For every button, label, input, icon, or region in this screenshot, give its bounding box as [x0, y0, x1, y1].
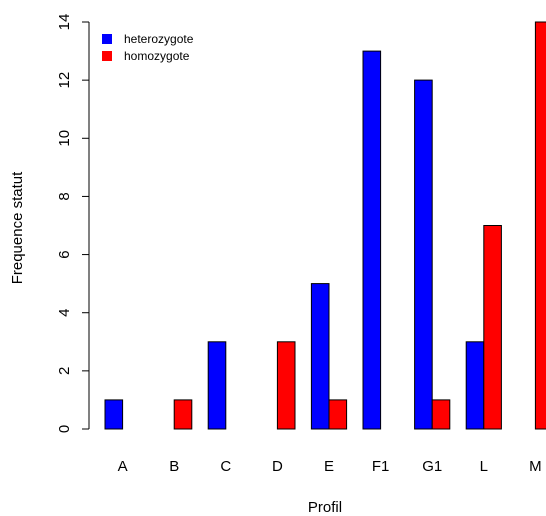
- y-tick-label: 0: [56, 425, 73, 433]
- bar-homozygote-E: [328, 399, 348, 430]
- y-tick-label: 6: [56, 250, 73, 258]
- bar-homozygote-G1: [431, 399, 451, 430]
- x-tick-label: D: [272, 458, 283, 475]
- bar-homozygote-B: [173, 399, 193, 430]
- bar-homozygote-D: [276, 341, 296, 430]
- x-axis-tick-labels: A B C D E F1 G1 L M: [118, 458, 542, 475]
- y-axis: 0 2 4 6 8 10 12 14: [56, 14, 90, 433]
- x-tick-label: G1: [422, 458, 442, 475]
- x-tick-label: L: [480, 458, 488, 475]
- x-tick-label: E: [324, 458, 334, 475]
- y-tick-label: 2: [56, 367, 73, 375]
- y-tick-label: 10: [56, 130, 73, 147]
- y-axis-title: Frequence statut: [9, 171, 26, 284]
- legend-swatch-homozygote: [102, 51, 112, 61]
- y-tick-label: 12: [56, 72, 73, 89]
- bar-heterozygote-G1: [414, 79, 433, 430]
- bar-heterozygote-C: [207, 341, 227, 430]
- x-tick-label: M: [529, 458, 542, 475]
- bar-heterozygote-A: [104, 399, 124, 430]
- legend-label-heterozygote: heterozygote: [124, 32, 194, 46]
- x-tick-label: F1: [372, 458, 390, 475]
- bar-homozygote-L: [483, 225, 502, 430]
- x-axis-title: Profil: [308, 499, 342, 516]
- legend-label-homozygote: homozygote: [124, 49, 190, 63]
- x-tick-label: A: [118, 458, 128, 475]
- y-tick-label: 4: [56, 309, 73, 317]
- legend-swatch-heterozygote: [102, 34, 112, 44]
- bars-layer: [104, 21, 546, 430]
- legend: heterozygote homozygote: [102, 32, 194, 63]
- bar-heterozygote-L: [465, 341, 485, 430]
- bar-heterozygote-F1: [362, 50, 382, 430]
- bar-heterozygote-E: [310, 283, 330, 430]
- y-tick-label: 8: [56, 192, 73, 200]
- bar-homozygote-M: [534, 21, 546, 430]
- x-tick-label: C: [220, 458, 231, 475]
- x-tick-label: B: [169, 458, 179, 475]
- y-tick-label: 14: [56, 14, 73, 31]
